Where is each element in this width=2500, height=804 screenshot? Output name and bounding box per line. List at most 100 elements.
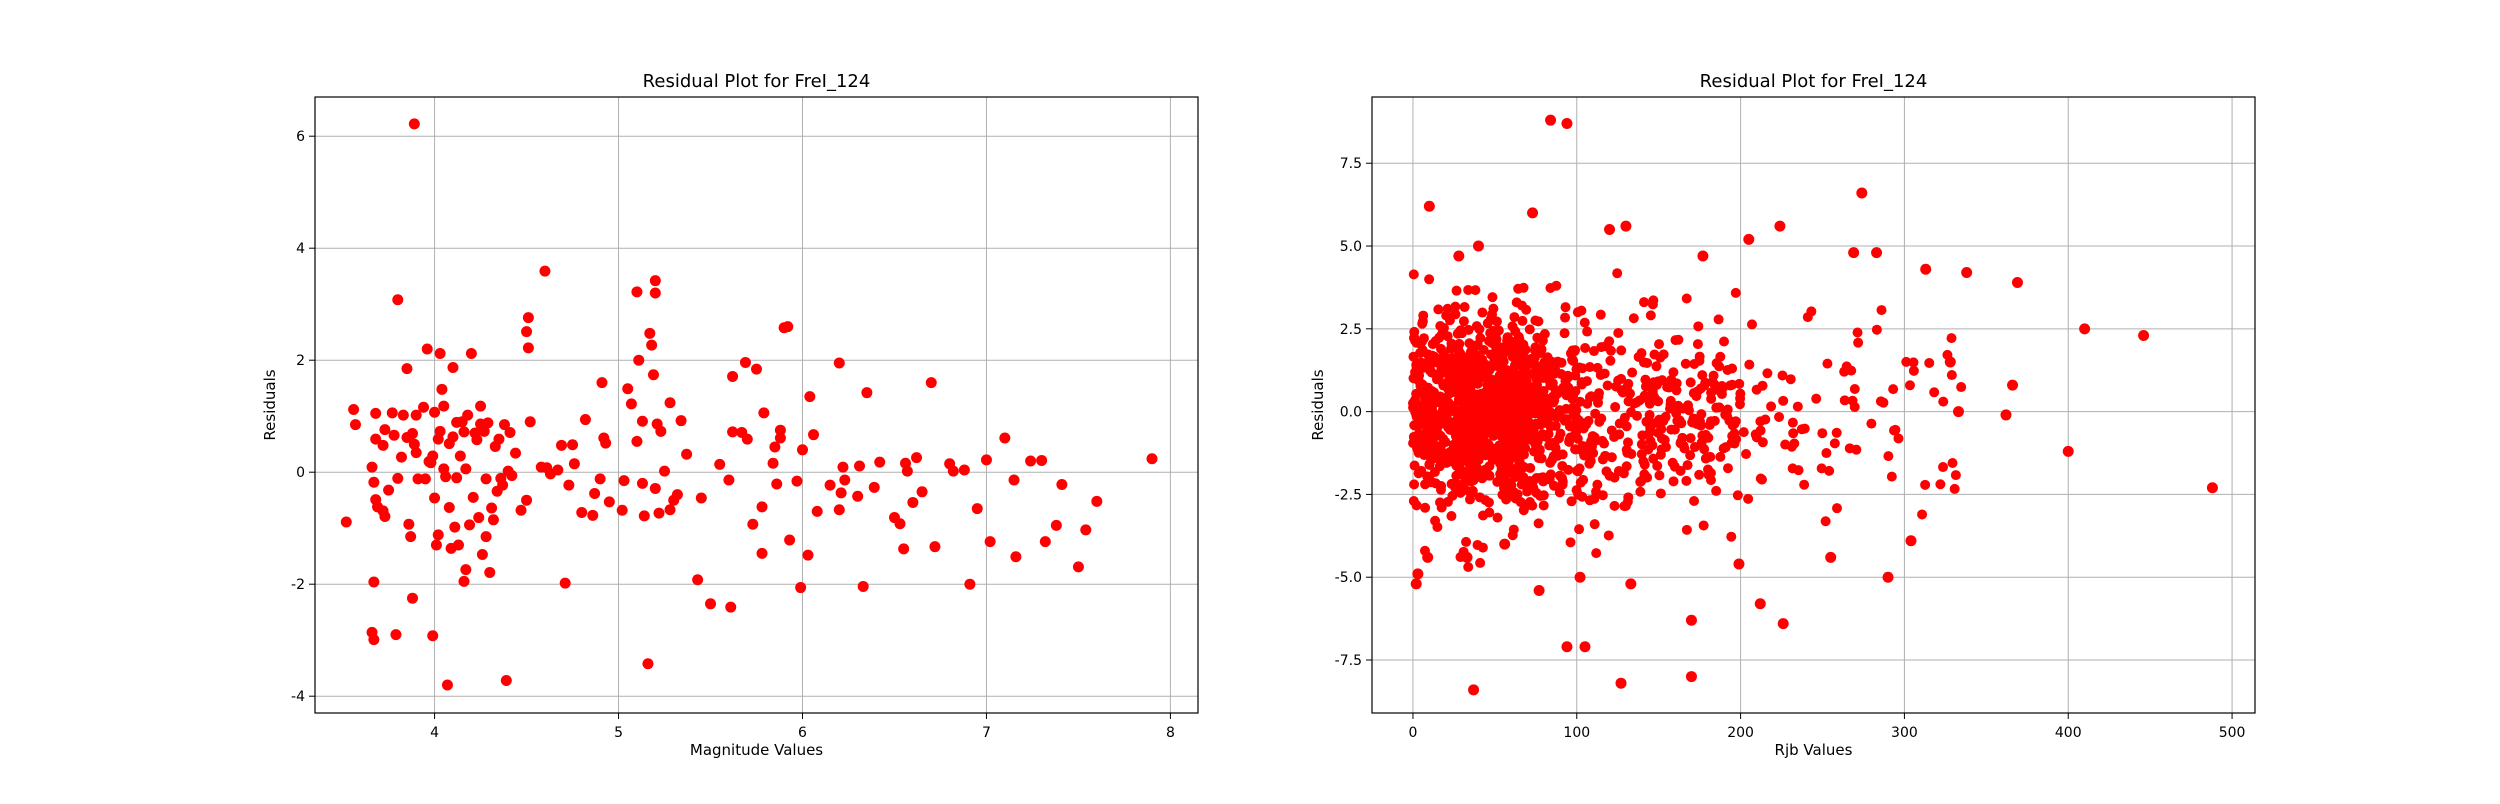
left-scatter-point: [447, 431, 459, 443]
left-scatter-point: [349, 419, 361, 431]
right-scatter-point: [1501, 342, 1512, 353]
right-scatter-point: [1639, 459, 1650, 470]
right-scatter-point: [1545, 283, 1556, 294]
right-scatter-point: [1642, 357, 1653, 368]
right-scatter-point: [1411, 411, 1422, 422]
left-scatter-point: [443, 501, 455, 513]
left-scatter-point: [751, 363, 762, 375]
left-scatter-point: [406, 592, 418, 604]
right-scatter-point: [1640, 374, 1651, 385]
right-x-tick-label: 300: [1891, 725, 1918, 741]
right-scatter-point: [1697, 370, 1708, 381]
right-scatter-point: [1539, 431, 1550, 442]
left-scatter-point: [727, 370, 739, 382]
right-scatter-point: [1645, 310, 1656, 321]
right-scatter-point: [1665, 395, 1676, 406]
left-scatter-point: [556, 439, 568, 451]
right-scatter-point: [1674, 415, 1685, 426]
right-scatter-point: [1831, 503, 1842, 514]
right-scatter-point: [1618, 468, 1629, 479]
right-scatter-point: [1433, 304, 1444, 315]
left-y-axis-label: Residuals: [261, 369, 279, 440]
right-scatter-point: [1711, 402, 1722, 413]
right-scatter-point: [1410, 395, 1421, 406]
right-scatter-point: [1787, 463, 1798, 474]
right-scatter-point: [1689, 495, 1700, 506]
left-scatter-point: [340, 516, 352, 528]
right-scatter-point: [1755, 425, 1766, 436]
right-scatter-point: [1738, 427, 1749, 438]
right-scatter-point: [1453, 250, 1465, 262]
right-scatter-point: [1545, 380, 1556, 391]
right-scatter-point: [1477, 542, 1488, 553]
right-scatter-point: [1715, 351, 1726, 362]
right-scatter-point: [1785, 374, 1796, 385]
left-scatter-point: [458, 426, 470, 438]
right-scatter-point: [1822, 358, 1833, 369]
right-scatter-point: [1600, 450, 1611, 461]
right-scatter-point: [1743, 493, 1754, 504]
left-scatter-point: [563, 479, 575, 491]
left-scatter-point: [625, 398, 637, 410]
right-scatter-point: [1538, 500, 1549, 511]
left-scatter-point: [436, 383, 448, 395]
right-scatter-point: [1688, 388, 1699, 399]
right-scatter-point: [1515, 358, 1526, 369]
left-scatter-point: [454, 450, 466, 462]
left-scatter-point: [493, 433, 505, 445]
right-scatter-point: [1626, 448, 1637, 459]
right-scatter-point: [1878, 397, 1889, 408]
right-scatter-point: [1732, 490, 1743, 501]
right-scatter-point: [1696, 437, 1707, 448]
right-y-tick-label: -5.0: [1335, 570, 1362, 586]
right-scatter-point: [1741, 449, 1752, 460]
right-scatter-point: [1920, 479, 1931, 490]
right-scatter-point: [1451, 285, 1462, 296]
left-scatter-point: [522, 342, 534, 354]
left-scatter-point: [649, 275, 661, 287]
left-scatter-point: [401, 363, 413, 375]
right-scatter-point: [1498, 356, 1509, 367]
right-y-tick-label: -7.5: [1335, 653, 1362, 669]
right-scatter-point: [2007, 379, 2019, 391]
right-scatter-point: [1440, 401, 1451, 412]
right-scatter-point: [1507, 321, 1518, 332]
right-scatter-point: [1456, 328, 1467, 339]
left-scatter-point: [971, 503, 983, 515]
right-scatter-point: [1637, 430, 1648, 441]
left-scatter-point: [649, 287, 661, 299]
right-scatter-point: [1527, 358, 1538, 369]
right-scatter-point: [1592, 479, 1603, 490]
right-scatter-point: [1681, 293, 1692, 304]
left-scatter-point: [1039, 536, 1051, 548]
right-scatter-point: [1413, 419, 1424, 430]
left-scatter-point: [808, 429, 820, 441]
left-scatter-point: [476, 549, 488, 561]
right-scatter-point: [1574, 524, 1585, 535]
right-scatter-point: [1409, 460, 1420, 471]
right-scatter-point: [1715, 451, 1726, 462]
right-scatter-point: [1557, 460, 1568, 471]
right-scatter-point: [1447, 339, 1458, 350]
right-x-tick-label: 400: [2055, 725, 2082, 741]
right-scatter-point: [1477, 371, 1488, 382]
left-scatter-point: [839, 474, 851, 486]
right-scatter-point: [1636, 449, 1647, 460]
right-scatter-point: [1567, 402, 1578, 413]
right-scatter-point: [1435, 497, 1446, 508]
right-scatter-point: [1825, 551, 1837, 563]
right-scatter-point: [1412, 568, 1424, 580]
right-scatter-point: [1570, 411, 1581, 422]
right-scatter-point: [1647, 388, 1658, 399]
right-scatter-point: [1766, 401, 1777, 412]
right-scatter-point: [1645, 422, 1656, 433]
right-scatter-point: [1876, 305, 1887, 316]
right-scatter-point: [1829, 438, 1840, 449]
left-scatter-point: [852, 490, 864, 502]
right-scatter-point: [2079, 323, 2091, 335]
right-scatter-point: [1792, 401, 1803, 412]
right-scatter-point: [1924, 357, 1935, 368]
left-scatter-point: [498, 419, 510, 431]
right-scatter-point: [1883, 451, 1894, 462]
